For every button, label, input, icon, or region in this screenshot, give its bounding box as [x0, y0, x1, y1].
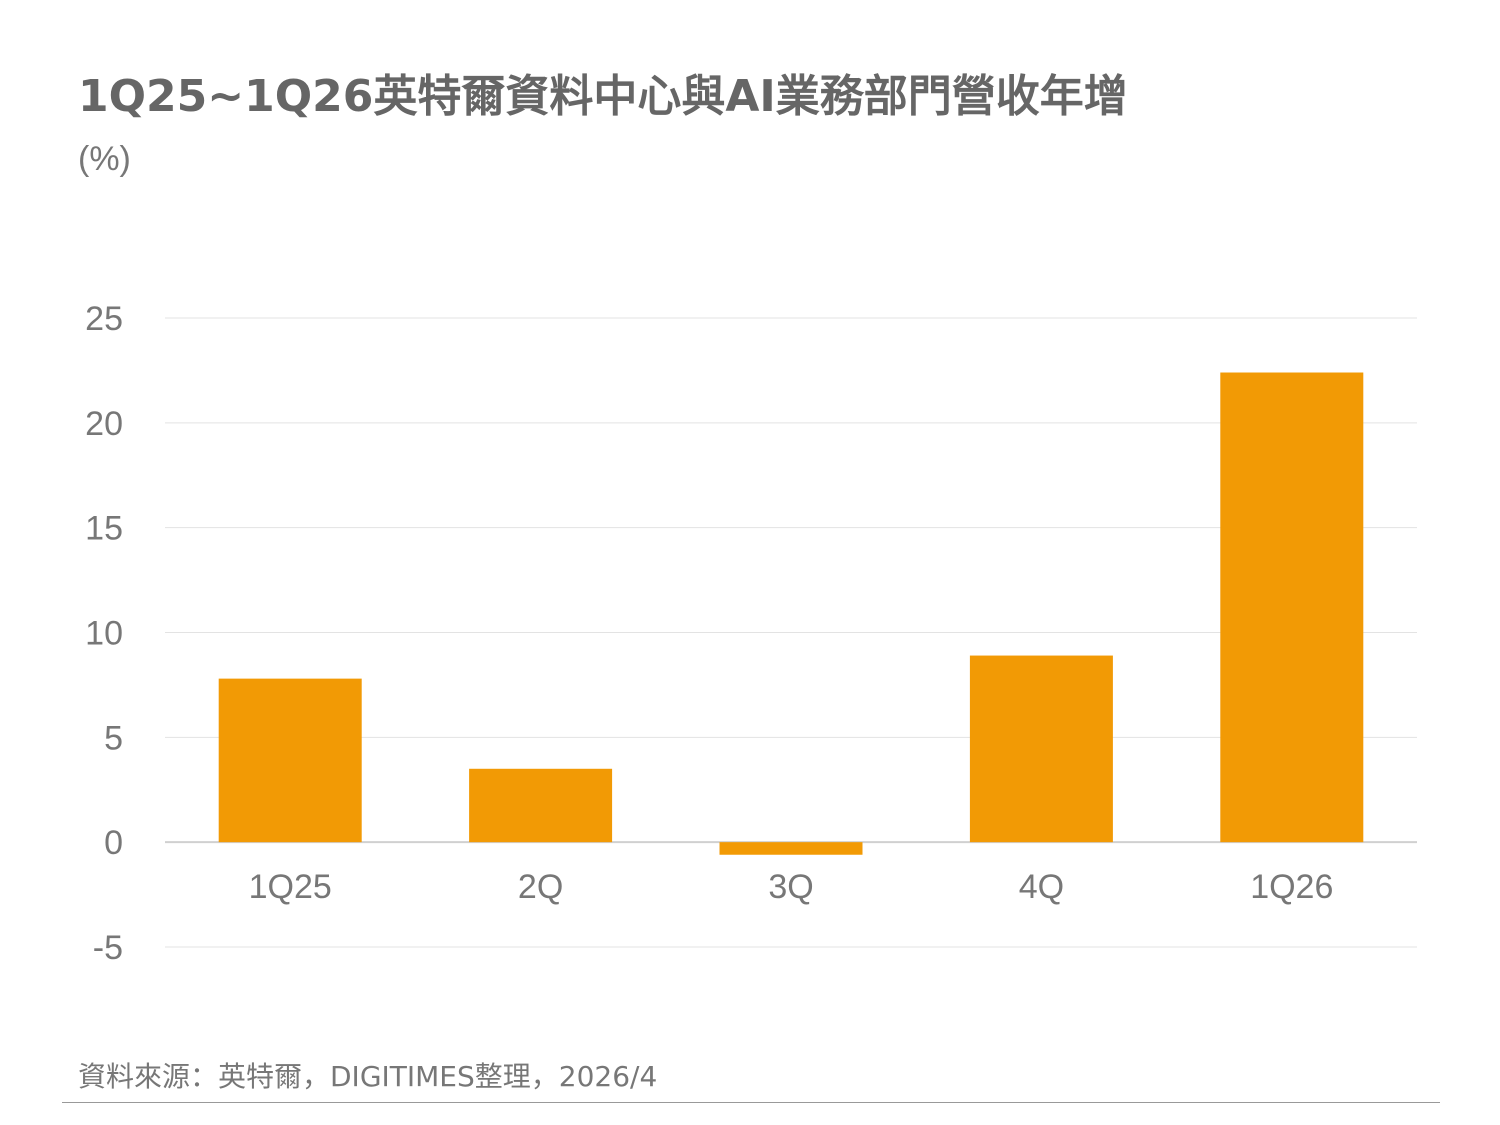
footer-divider — [62, 1102, 1440, 1103]
y-tick-label: 5 — [104, 719, 123, 757]
x-tick-label: 1Q26 — [1250, 868, 1333, 906]
y-axis-unit: (%) — [78, 140, 131, 178]
y-tick-label: -5 — [93, 929, 123, 967]
y-tick-label: 25 — [85, 300, 123, 338]
x-tick-label: 4Q — [1019, 868, 1064, 906]
bar-2q — [469, 768, 613, 843]
bar-1q25 — [218, 678, 362, 843]
bar-1q26 — [1220, 372, 1364, 843]
source-note: 資料來源：英特爾，DIGITIMES整理，2026/4 — [78, 1060, 658, 1093]
bar-4q — [969, 655, 1113, 843]
y-tick-label: 20 — [85, 405, 123, 443]
y-tick-label: 0 — [104, 824, 123, 862]
chart-title: 1Q25~1Q26英特爾資料中心與AI業務部門營收年增 — [78, 71, 1128, 122]
x-tick-label: 2Q — [518, 868, 563, 906]
y-tick-label: 15 — [85, 510, 123, 548]
bar-3q — [719, 842, 863, 855]
x-tick-label: 1Q25 — [249, 868, 332, 906]
y-tick-label: 10 — [85, 615, 123, 653]
x-tick-label: 3Q — [768, 868, 813, 906]
